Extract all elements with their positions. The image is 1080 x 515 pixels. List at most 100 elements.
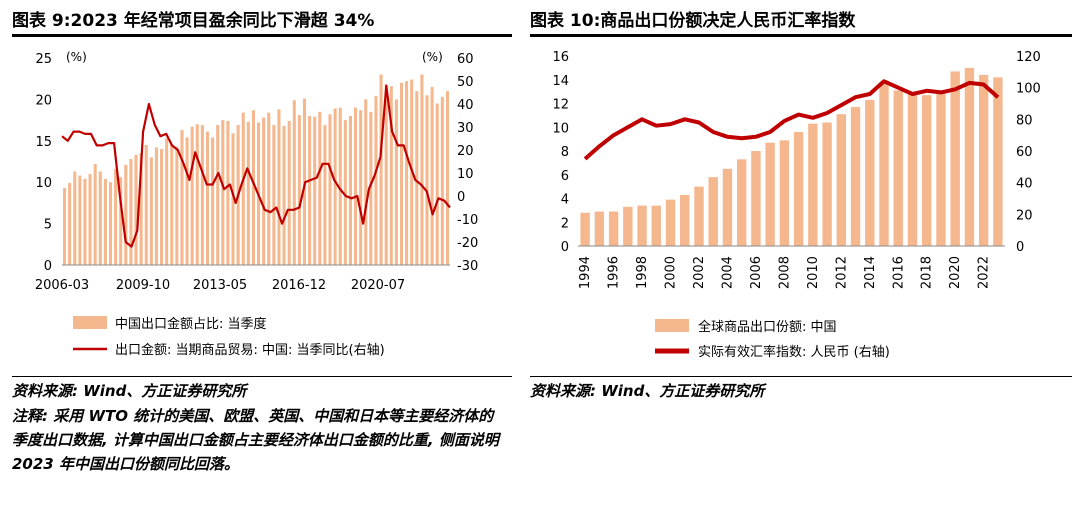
- left-y-tick: 20: [35, 93, 52, 108]
- export-share-bar: [580, 212, 590, 246]
- share-bar: [83, 178, 87, 265]
- export-share-bar: [651, 205, 661, 247]
- share-bar: [435, 103, 439, 265]
- year-tick-label: 2004: [721, 256, 736, 289]
- x-tick-label: 2016-12: [272, 278, 326, 293]
- share-bar: [231, 133, 235, 265]
- share-bar: [205, 131, 210, 265]
- export-share-bar: [936, 90, 946, 246]
- share-bar: [313, 116, 317, 265]
- share-bar: [63, 188, 67, 265]
- x-tick-label: 2006-03: [35, 278, 89, 293]
- left-title-rule: [12, 34, 512, 37]
- export-share-bar: [736, 159, 747, 246]
- share-bar: [415, 91, 419, 266]
- export-share-bar: [608, 211, 619, 246]
- share-bar: [297, 115, 301, 265]
- share-bar: [221, 120, 225, 265]
- right-y-tick: 40: [1016, 177, 1033, 192]
- share-bar: [93, 163, 97, 265]
- share-bar: [282, 125, 286, 266]
- share-bar: [103, 178, 107, 265]
- share-bar: [359, 110, 363, 265]
- share-bar: [328, 114, 332, 265]
- year-tick-label: 2000: [664, 256, 679, 289]
- export-share-bar: [722, 168, 733, 246]
- share-bar: [445, 91, 449, 266]
- share-bar: [211, 137, 215, 265]
- share-bar: [108, 182, 113, 265]
- left-y-tick: 16: [552, 50, 569, 65]
- export-share-bar: [822, 122, 832, 246]
- share-bar: [98, 171, 102, 265]
- share-bar: [139, 153, 143, 265]
- share-bar: [364, 99, 368, 266]
- share-bar: [251, 110, 255, 265]
- share-bar: [405, 81, 409, 266]
- share-bar: [216, 125, 220, 265]
- share-bar: [114, 168, 118, 265]
- right-y-tick: 50: [457, 75, 474, 90]
- right-y-tick: 60: [457, 52, 474, 67]
- year-tick-label: 2018: [920, 256, 935, 289]
- share-bar: [262, 117, 266, 266]
- left-y-tick: 10: [35, 176, 52, 191]
- year-tick-label: 2012: [834, 256, 849, 289]
- right-y-tick: -20: [457, 236, 478, 251]
- export-share-bar: [893, 90, 903, 246]
- share-bar: [149, 157, 153, 265]
- share-bar: [154, 147, 158, 265]
- export-share-bar: [922, 95, 932, 246]
- left-y-tick: 0: [561, 240, 569, 255]
- right-y-tick: 0: [457, 190, 465, 205]
- share-bar: [144, 144, 148, 265]
- legend-bar-swatch: [73, 316, 107, 329]
- legend-line-label: 出口金额: 当期商品贸易: 中国: 当季同比(右轴): [115, 342, 385, 358]
- right-source-rule: [530, 376, 1072, 377]
- export-share-bar: [708, 177, 718, 247]
- export-share-bar: [993, 77, 1003, 247]
- share-bar: [374, 96, 378, 265]
- share-bar: [68, 183, 72, 265]
- share-bar: [124, 164, 128, 265]
- export-share-bar: [751, 151, 761, 246]
- share-bar: [170, 144, 174, 265]
- year-tick-label: 2022: [977, 256, 992, 289]
- share-bar: [354, 107, 358, 266]
- share-bar: [379, 74, 383, 265]
- export-share-bar: [623, 206, 633, 246]
- share-bar: [394, 99, 398, 266]
- share-bar: [129, 159, 133, 265]
- share-bar: [323, 125, 327, 265]
- export-share-bar: [779, 140, 790, 246]
- share-bar: [267, 112, 271, 266]
- export-share-bar: [793, 132, 804, 246]
- right-axis-unit: (%): [422, 50, 443, 64]
- left-axis-unit: (%): [66, 50, 87, 64]
- right-y-tick: 120: [1016, 50, 1041, 65]
- share-bar: [308, 115, 312, 266]
- share-bar: [272, 125, 276, 265]
- export-share-bar: [964, 67, 975, 247]
- right-y-tick: 80: [1016, 113, 1033, 128]
- x-tick-label: 2020-07: [351, 278, 405, 293]
- share-bar: [185, 137, 189, 265]
- share-bar: [200, 125, 204, 265]
- year-tick-label: 1994: [578, 256, 593, 289]
- legend-share-label: 全球商品出口份额: 中国: [698, 319, 837, 335]
- x-tick-label: 2013-05: [193, 278, 247, 293]
- export-share-bar: [594, 211, 605, 246]
- right-title-rule: [530, 34, 1072, 37]
- export-share-bar: [978, 75, 989, 246]
- right-y-tick: 10: [457, 167, 474, 182]
- legend-reer-label: 实际有效汇率指数: 人民币 (右轴): [698, 344, 890, 360]
- export-share-bar: [836, 114, 847, 246]
- year-tick-label: 1998: [635, 256, 650, 289]
- legend-bar-label: 中国出口金额占比: 当季度: [115, 316, 267, 332]
- left-y-tick: 5: [44, 218, 52, 233]
- right-y-tick: -10: [457, 213, 478, 228]
- share-bar: [430, 86, 434, 265]
- share-bar: [119, 177, 123, 265]
- left-source-rule: [12, 376, 512, 377]
